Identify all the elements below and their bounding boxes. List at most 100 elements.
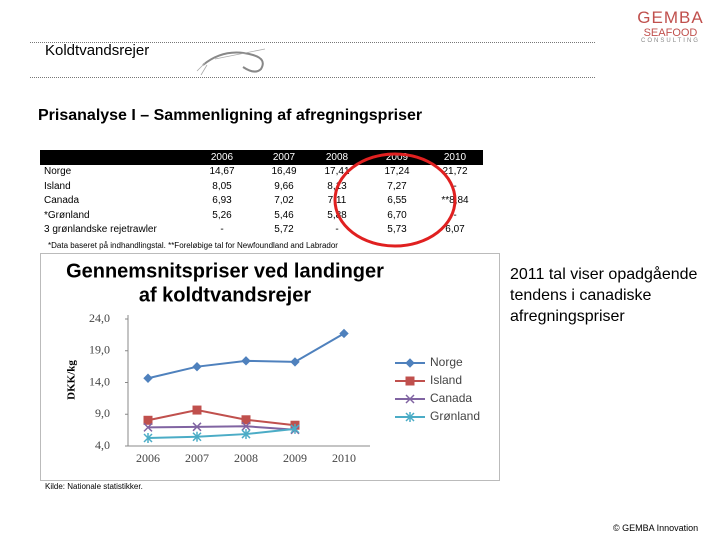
column-header: 2008 bbox=[325, 152, 349, 163]
marker-part bbox=[405, 394, 415, 404]
marker bbox=[143, 432, 153, 443]
column-header: 2006 bbox=[210, 152, 234, 163]
series-line bbox=[147, 409, 296, 427]
marker-part bbox=[241, 356, 251, 366]
legend-label: Canada bbox=[430, 391, 472, 405]
marker bbox=[143, 422, 153, 432]
marker-part bbox=[241, 421, 251, 431]
divider bbox=[30, 77, 595, 78]
marker bbox=[241, 421, 251, 431]
table-row: 3 grønlandske rejetrawler - 5,72 - 5,73 6,07 bbox=[40, 223, 483, 238]
marker bbox=[241, 415, 251, 425]
logo-text: CONSULTING bbox=[641, 38, 700, 44]
table-cell: 7,27 bbox=[387, 180, 407, 192]
marker-part bbox=[405, 358, 415, 368]
table-cell: 17,24 bbox=[384, 166, 410, 177]
table-cell: 9,66 bbox=[274, 180, 294, 192]
table-cell: 17,41 bbox=[324, 166, 350, 177]
marker-part bbox=[339, 328, 349, 339]
x-tick-label: 2008 bbox=[234, 451, 258, 465]
marker bbox=[192, 361, 202, 372]
marker bbox=[290, 357, 300, 367]
topic: Koldtvandsrejer bbox=[45, 42, 150, 59]
footnote: *Data baseret på indhandlingstal. **Fore… bbox=[48, 241, 338, 250]
table-cell: - bbox=[453, 180, 457, 192]
table-cell: 21,72 bbox=[442, 166, 468, 177]
table-cell: 6,70 bbox=[387, 209, 407, 221]
slide-title: Prisanalyse I – Sammenligning af afregni… bbox=[38, 107, 423, 124]
table-header: 2006 2007 2008 2009 2010 bbox=[40, 150, 483, 165]
legend-label: Island bbox=[430, 373, 462, 387]
y-tick-label: 4,0 bbox=[95, 438, 110, 452]
marker-part bbox=[290, 357, 300, 367]
marker-part bbox=[405, 376, 415, 386]
table-cell: 14,67 bbox=[209, 166, 235, 177]
table-row: Norge 14,67 16,49 17,41 17,24 21,72 bbox=[40, 165, 483, 180]
table-cell: 8,05 bbox=[212, 180, 232, 192]
row-label: *Grønland bbox=[44, 209, 90, 221]
column-header: 2007 bbox=[272, 152, 296, 163]
x-tick-label: 2009 bbox=[283, 451, 307, 465]
highlight-ellipse bbox=[333, 152, 457, 248]
row-label: Island bbox=[44, 180, 71, 192]
shrimp-icon bbox=[196, 48, 266, 76]
marker bbox=[192, 422, 202, 432]
marker bbox=[290, 423, 300, 434]
marker-part bbox=[143, 415, 153, 425]
marker bbox=[143, 415, 153, 425]
table-cell: 7,02 bbox=[274, 195, 294, 206]
logo-text: SEAFOOD bbox=[643, 27, 698, 39]
table-cell: - bbox=[453, 209, 457, 221]
y-axis-label: DKK/kg bbox=[66, 360, 78, 400]
table-cell: 6,93 bbox=[212, 195, 232, 206]
y-tick-label: 9,0 bbox=[95, 406, 110, 420]
marker bbox=[143, 373, 153, 383]
footer: © GEMBA Innovation bbox=[613, 523, 699, 533]
table-cell: - bbox=[220, 224, 224, 235]
y-tick-label: 24,0 bbox=[89, 311, 110, 325]
x-tick-label: 2010 bbox=[332, 451, 356, 465]
legend-label: Grønland bbox=[430, 409, 480, 423]
marker bbox=[241, 429, 251, 440]
marker bbox=[192, 405, 202, 415]
table-cell: 6,07 bbox=[445, 224, 465, 235]
marker bbox=[339, 328, 349, 339]
column-header: 2009 bbox=[385, 152, 409, 163]
chart-frame bbox=[40, 253, 500, 481]
marker bbox=[405, 412, 415, 422]
x-tick-label: 2007 bbox=[185, 451, 209, 465]
table-cell: 5,73 bbox=[387, 224, 407, 235]
row-label: Canada bbox=[44, 195, 80, 206]
table-cell: 5,46 bbox=[274, 209, 294, 221]
table-cell: 5,72 bbox=[274, 224, 294, 235]
marker-part bbox=[143, 422, 153, 432]
y-tick-label: 14,0 bbox=[89, 374, 110, 388]
price-table: 2006 2007 2008 2009 2010 Norge 14,67 16,49 17,41… bbox=[40, 150, 483, 238]
logo: GEMBA SEAFOOD CONSULTING bbox=[628, 8, 713, 44]
marker bbox=[405, 394, 415, 404]
row-label: Norge bbox=[44, 166, 72, 177]
marker-part bbox=[241, 415, 251, 425]
column-header: 2010 bbox=[443, 152, 467, 163]
marker-part bbox=[192, 422, 202, 432]
y-tick-label: 19,0 bbox=[89, 343, 110, 357]
table-cell: 16,49 bbox=[271, 166, 297, 177]
table-cell: - bbox=[335, 224, 339, 235]
marker-part bbox=[192, 361, 202, 372]
divider bbox=[30, 42, 595, 43]
chart-title: af koldtvandsrejer bbox=[139, 284, 312, 306]
series-line bbox=[147, 425, 296, 431]
marker bbox=[405, 376, 415, 386]
table-cell: 7,11 bbox=[327, 195, 347, 206]
table-cell: 5,26 bbox=[212, 209, 232, 221]
legend-label: Norge bbox=[430, 355, 463, 369]
row-label: 3 grønlandske rejetrawler bbox=[44, 224, 157, 235]
marker bbox=[405, 358, 415, 368]
x-tick-label: 2006 bbox=[136, 451, 160, 465]
marker bbox=[192, 431, 202, 442]
marker-part bbox=[192, 405, 202, 415]
series-line bbox=[147, 427, 296, 439]
comment: 2011 tal viser opadgående tendens i cana… bbox=[510, 266, 698, 325]
chart-title: Gennemsnitspriser ved landinger bbox=[66, 260, 384, 282]
